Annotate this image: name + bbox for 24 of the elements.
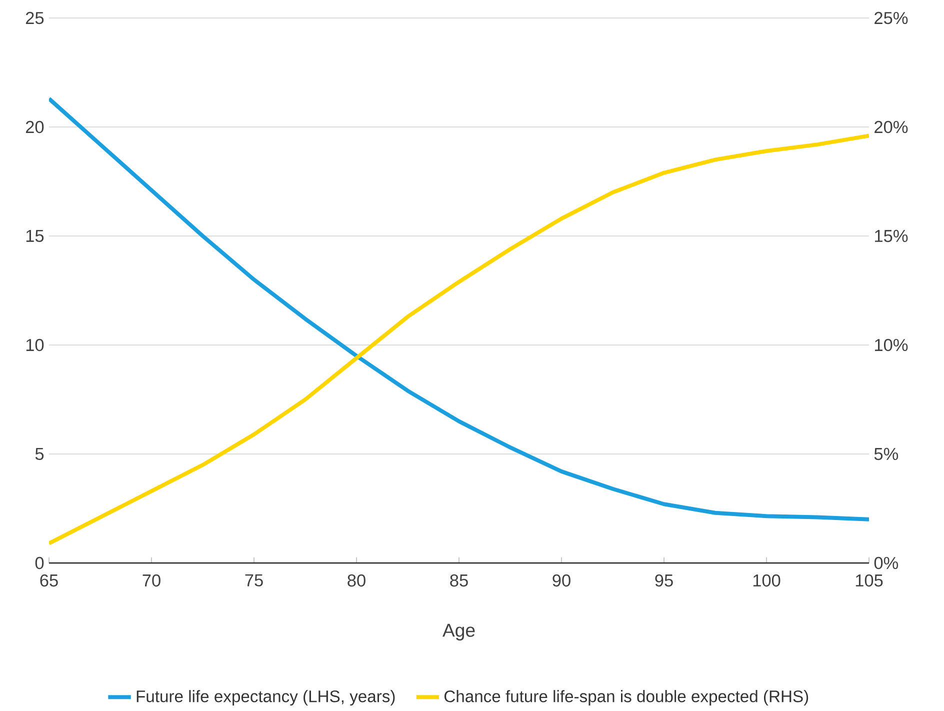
y2-tick-label: 5% <box>874 448 898 460</box>
y-tick-label: 15 <box>26 230 44 242</box>
x-tick-label: 75 <box>245 574 263 586</box>
x-tick-label: 85 <box>450 574 468 587</box>
y2-tick-label: 15% <box>875 230 908 242</box>
y-tick-label: 10 <box>26 338 44 352</box>
y2-tick-label: 10% <box>875 338 908 352</box>
y-tick-label: 20 <box>26 120 44 134</box>
x-tick-label: 105 <box>856 574 883 587</box>
x-tick-label: 65 <box>40 574 58 587</box>
legend-label: Future life expectancy (LHS, years) <box>136 690 395 706</box>
y-tick-label: 0 <box>35 556 44 570</box>
y-tick-label: 5 <box>35 448 44 460</box>
x-tick-label: 70 <box>142 574 160 587</box>
y2-tick-label: 25% <box>874 12 908 24</box>
x-axis-title: Age <box>442 624 475 641</box>
x-tick-label: 95 <box>655 574 673 587</box>
x-tick-label: 90 <box>552 574 570 587</box>
x-tick-label: 80 <box>348 574 366 587</box>
y2-tick-label: 0% <box>874 556 898 570</box>
y-tick-label: 25 <box>26 12 44 24</box>
y2-tick-label: 20% <box>874 120 908 134</box>
legend-label: Chance future life-span is double expected (RHS) <box>444 690 808 706</box>
x-tick-label: 100 <box>753 574 780 587</box>
